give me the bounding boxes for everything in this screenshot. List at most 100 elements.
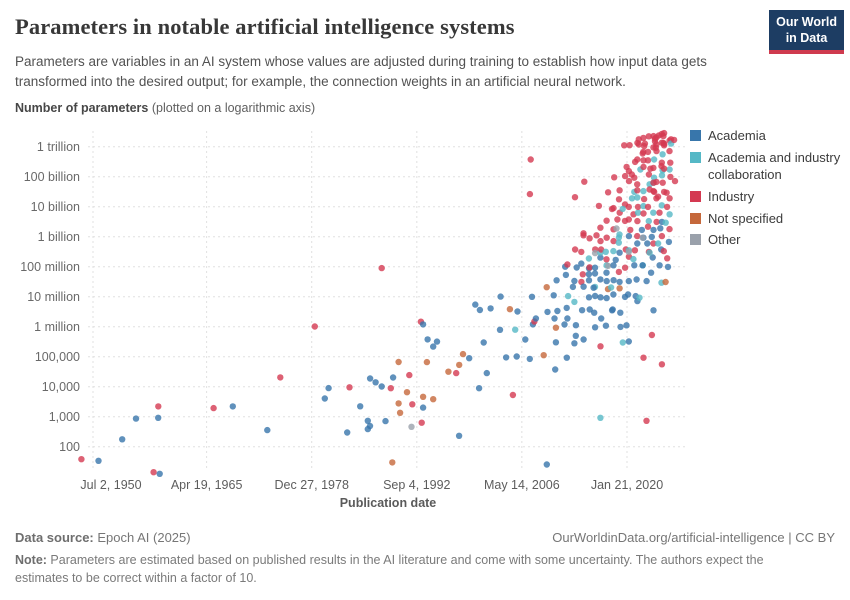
data-point[interactable] [512, 326, 519, 333]
owid-logo[interactable]: Our World in Data [769, 10, 844, 55]
data-point[interactable] [573, 264, 580, 271]
data-point[interactable] [364, 417, 371, 424]
data-point[interactable] [423, 358, 431, 366]
data-point[interactable] [593, 232, 600, 239]
data-point[interactable] [346, 384, 353, 391]
data-point[interactable] [615, 239, 622, 246]
data-point[interactable] [277, 374, 284, 381]
data-point[interactable] [636, 294, 643, 301]
data-point[interactable] [382, 417, 389, 425]
data-point[interactable] [639, 262, 646, 269]
data-point[interactable] [659, 179, 666, 186]
data-point[interactable] [650, 164, 657, 172]
data-point[interactable] [409, 401, 416, 408]
legend-item-academia-and-industry-collaboration[interactable]: Academia and industry collaboration [690, 150, 846, 184]
data-point[interactable] [650, 307, 657, 314]
data-point[interactable] [476, 306, 484, 314]
data-point[interactable] [666, 211, 673, 218]
data-point[interactable] [658, 232, 666, 240]
data-point[interactable] [95, 457, 102, 464]
data-point[interactable] [496, 326, 504, 333]
data-point[interactable] [634, 194, 641, 201]
data-point[interactable] [631, 247, 639, 254]
data-point[interactable] [645, 171, 653, 178]
data-point[interactable] [648, 331, 656, 339]
data-point[interactable] [597, 254, 604, 261]
data-point[interactable] [645, 217, 652, 225]
data-point[interactable] [653, 134, 660, 141]
owid-cc-link[interactable]: OurWorldinData.org/artificial-intelligen… [552, 530, 835, 545]
data-point[interactable] [480, 339, 487, 346]
data-point[interactable] [396, 409, 404, 416]
data-point[interactable] [585, 277, 593, 284]
data-point[interactable] [585, 271, 593, 278]
data-point[interactable] [562, 271, 570, 279]
data-point[interactable] [591, 249, 599, 257]
data-point[interactable] [646, 249, 653, 256]
data-point[interactable] [424, 336, 431, 343]
data-point[interactable] [580, 336, 587, 343]
data-point[interactable] [616, 278, 623, 286]
data-point[interactable] [406, 371, 413, 379]
data-point[interactable] [640, 195, 648, 203]
data-point[interactable] [581, 178, 588, 185]
data-point[interactable] [634, 181, 641, 188]
data-point[interactable] [586, 264, 593, 271]
data-point[interactable] [597, 276, 604, 283]
data-point[interactable] [591, 292, 599, 300]
data-point[interactable] [522, 336, 529, 343]
legend-item-not-specified[interactable]: Not specified [690, 211, 846, 228]
data-point[interactable] [459, 350, 467, 358]
data-point[interactable] [580, 230, 587, 237]
data-point[interactable] [456, 361, 463, 369]
data-point[interactable] [626, 142, 633, 149]
data-point[interactable] [472, 301, 479, 308]
data-point[interactable] [650, 187, 657, 195]
data-point[interactable] [654, 240, 662, 247]
data-point[interactable] [666, 225, 673, 233]
data-point[interactable] [615, 268, 623, 276]
data-point[interactable] [670, 136, 678, 144]
data-point[interactable] [564, 292, 572, 300]
data-point[interactable] [634, 240, 641, 247]
data-point[interactable] [603, 294, 610, 302]
data-point[interactable] [572, 332, 579, 339]
data-point[interactable] [543, 461, 550, 468]
data-point[interactable] [578, 278, 585, 286]
data-point[interactable] [660, 247, 667, 255]
data-point[interactable] [579, 271, 586, 278]
data-point[interactable] [408, 423, 415, 430]
data-point[interactable] [571, 298, 578, 306]
data-point[interactable] [616, 187, 623, 194]
data-point[interactable] [613, 225, 620, 232]
data-point[interactable] [564, 261, 571, 268]
data-point[interactable] [578, 260, 585, 267]
data-point[interactable] [597, 414, 604, 421]
data-point[interactable] [590, 284, 597, 291]
data-point[interactable] [528, 293, 536, 300]
data-point[interactable] [552, 366, 559, 373]
data-point[interactable] [526, 355, 533, 363]
data-point[interactable] [389, 374, 397, 381]
data-point[interactable] [607, 284, 615, 291]
data-point[interactable] [514, 308, 521, 315]
data-point[interactable] [311, 323, 318, 330]
data-point[interactable] [544, 308, 551, 316]
data-point[interactable] [602, 322, 610, 329]
data-point[interactable] [640, 134, 647, 142]
data-point[interactable] [553, 277, 560, 284]
data-point[interactable] [603, 256, 610, 263]
data-point[interactable] [625, 232, 633, 240]
data-point[interactable] [591, 324, 599, 331]
data-point[interactable] [513, 353, 520, 360]
data-point[interactable] [466, 355, 473, 362]
data-point[interactable] [597, 294, 604, 301]
data-point[interactable] [631, 262, 638, 269]
data-point[interactable] [610, 237, 617, 245]
data-point[interactable] [665, 238, 673, 246]
data-point[interactable] [119, 436, 126, 443]
data-point[interactable] [653, 195, 660, 202]
data-point[interactable] [550, 292, 557, 299]
data-point[interactable] [453, 369, 460, 377]
